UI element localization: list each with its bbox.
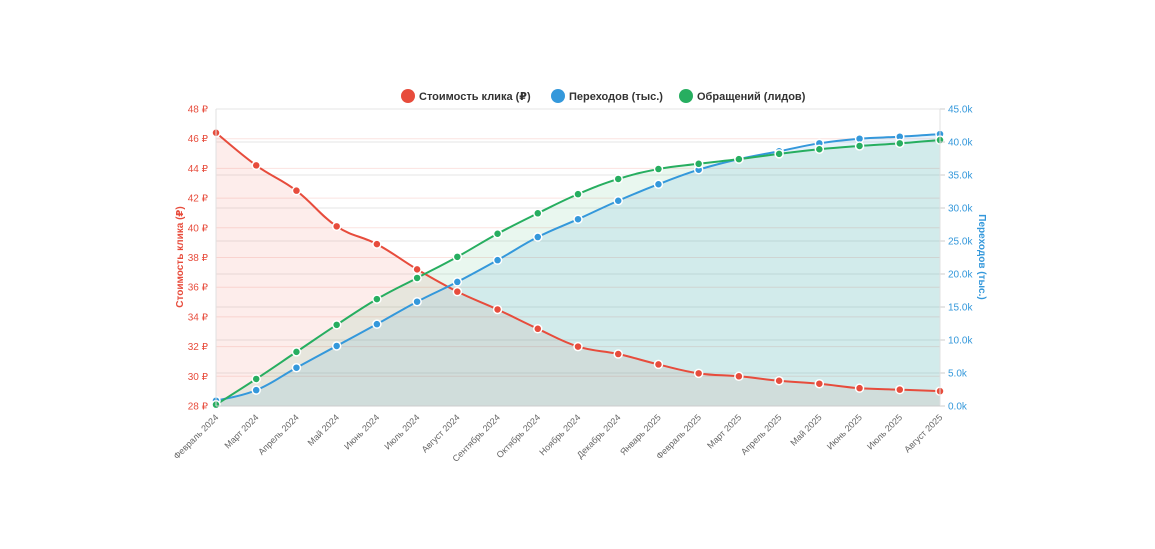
data-point	[452, 277, 463, 287]
data-point	[251, 385, 261, 395]
data-point	[492, 228, 503, 239]
data-point	[291, 347, 302, 357]
y-left-tick-label: 36 ₽	[188, 283, 209, 294]
y-left-tick-label: 32 ₽	[188, 342, 209, 353]
y-left-tick-label: 34 ₽	[188, 312, 209, 323]
legend-label: Переходов (тыс.)	[569, 91, 663, 103]
legend-item[interactable]: Переходов (тыс.)	[551, 89, 663, 103]
x-tick-label: Июль 2025	[865, 412, 904, 451]
data-point	[533, 324, 543, 334]
y-right-tick-label: 20.0k	[948, 270, 973, 281]
data-point	[452, 252, 463, 262]
data-point	[331, 341, 342, 351]
data-point	[653, 164, 664, 174]
y-left-tick-label: 38 ₽	[188, 253, 209, 264]
x-tick-label: Июль 2024	[382, 412, 421, 451]
data-point	[533, 208, 543, 219]
legend-marker	[551, 89, 565, 103]
legend-marker	[679, 89, 693, 103]
data-point	[291, 362, 302, 373]
y-left-tick-label: 44 ₽	[188, 164, 209, 175]
data-point	[653, 359, 664, 370]
y-left-tick-label: 28 ₽	[188, 402, 209, 413]
data-point	[613, 349, 623, 359]
y-right-tick-label: 40.0k	[948, 138, 973, 149]
x-tick-label: Август 2025	[902, 412, 944, 454]
data-point	[573, 189, 583, 199]
data-point	[573, 341, 583, 352]
data-point	[372, 294, 382, 304]
data-point	[814, 378, 825, 389]
data-point	[331, 320, 342, 330]
y-left-tick-label: 48 ₽	[188, 105, 209, 116]
data-point	[372, 239, 382, 249]
x-tick-label: Февраль 2024	[172, 412, 221, 461]
y-right-tick-label: 10.0k	[948, 336, 973, 347]
series-area	[216, 134, 940, 406]
y-right-tick-label: 35.0k	[948, 171, 973, 182]
legend[interactable]: Стоимость клика (₽) Переходов (тыс.) Обращ…	[401, 89, 806, 103]
y-right-tick-label: 30.0k	[948, 204, 973, 215]
legend-marker	[401, 89, 415, 103]
x-tick-label: Август 2024	[420, 412, 462, 454]
data-point	[774, 376, 784, 386]
y-right-tick-label: 45.0k	[948, 105, 973, 116]
legend-item[interactable]: Стоимость клика (₽)	[401, 89, 531, 103]
data-point	[613, 195, 623, 206]
y-left-tick-label: 46 ₽	[188, 134, 209, 145]
y-left-axis-title: Стоимость клика (₽)	[175, 206, 186, 307]
x-tick-label: Март 2024	[222, 412, 260, 450]
data-point	[452, 286, 463, 297]
x-tick-label: Май 2024	[306, 412, 341, 447]
series-area	[216, 140, 940, 406]
data-point	[372, 319, 382, 329]
data-point	[533, 232, 543, 242]
series-area	[216, 132, 940, 406]
y-left-tick-label: 40 ₽	[188, 223, 209, 234]
series-areas	[216, 132, 940, 406]
data-point	[613, 174, 623, 184]
legend-label: Обращений (лидов)	[697, 91, 806, 103]
y-right-tick-label: 25.0k	[948, 237, 973, 248]
y-right-tick-label: 15.0k	[948, 303, 973, 314]
legend-label: Стоимость клика (₽)	[419, 91, 531, 103]
data-point	[291, 185, 302, 196]
y-left-tick-label: 42 ₽	[188, 194, 209, 205]
data-point	[854, 141, 865, 151]
x-tick-label: Июнь 2024	[342, 412, 381, 451]
data-point	[573, 214, 583, 224]
x-tick-label: Июнь 2025	[825, 412, 864, 451]
data-point	[492, 255, 503, 265]
x-tick-label: Апрель 2025	[739, 412, 784, 457]
data-point	[693, 368, 704, 379]
data-point	[653, 179, 664, 189]
data-point	[251, 374, 261, 384]
y-right-tick-label: 0.0k	[948, 402, 968, 413]
x-tick-label: Январь 2025	[618, 412, 663, 457]
data-point	[251, 160, 261, 171]
data-point	[814, 144, 825, 155]
data-point	[854, 383, 865, 393]
data-point	[895, 138, 905, 149]
legend-item[interactable]: Обращений (лидов)	[679, 89, 806, 103]
data-point	[693, 159, 704, 169]
x-tick-label: Май 2025	[788, 412, 823, 447]
data-point	[774, 149, 784, 159]
data-point	[412, 273, 422, 283]
data-point	[895, 384, 905, 395]
data-point	[412, 296, 422, 307]
y-right-tick-label: 5.0k	[948, 369, 968, 380]
x-tick-label: Апрель 2024	[256, 412, 301, 457]
data-point	[734, 371, 744, 382]
data-point	[412, 264, 422, 275]
x-tick-label: Ноябрь 2024	[537, 412, 582, 457]
data-point	[492, 304, 503, 315]
y-right-axis-title: Переходов (тыс.)	[976, 214, 987, 299]
y-left-tick-label: 30 ₽	[188, 372, 209, 383]
data-point	[331, 221, 342, 232]
x-tick-label: Март 2025	[705, 412, 743, 450]
data-point	[734, 154, 744, 164]
